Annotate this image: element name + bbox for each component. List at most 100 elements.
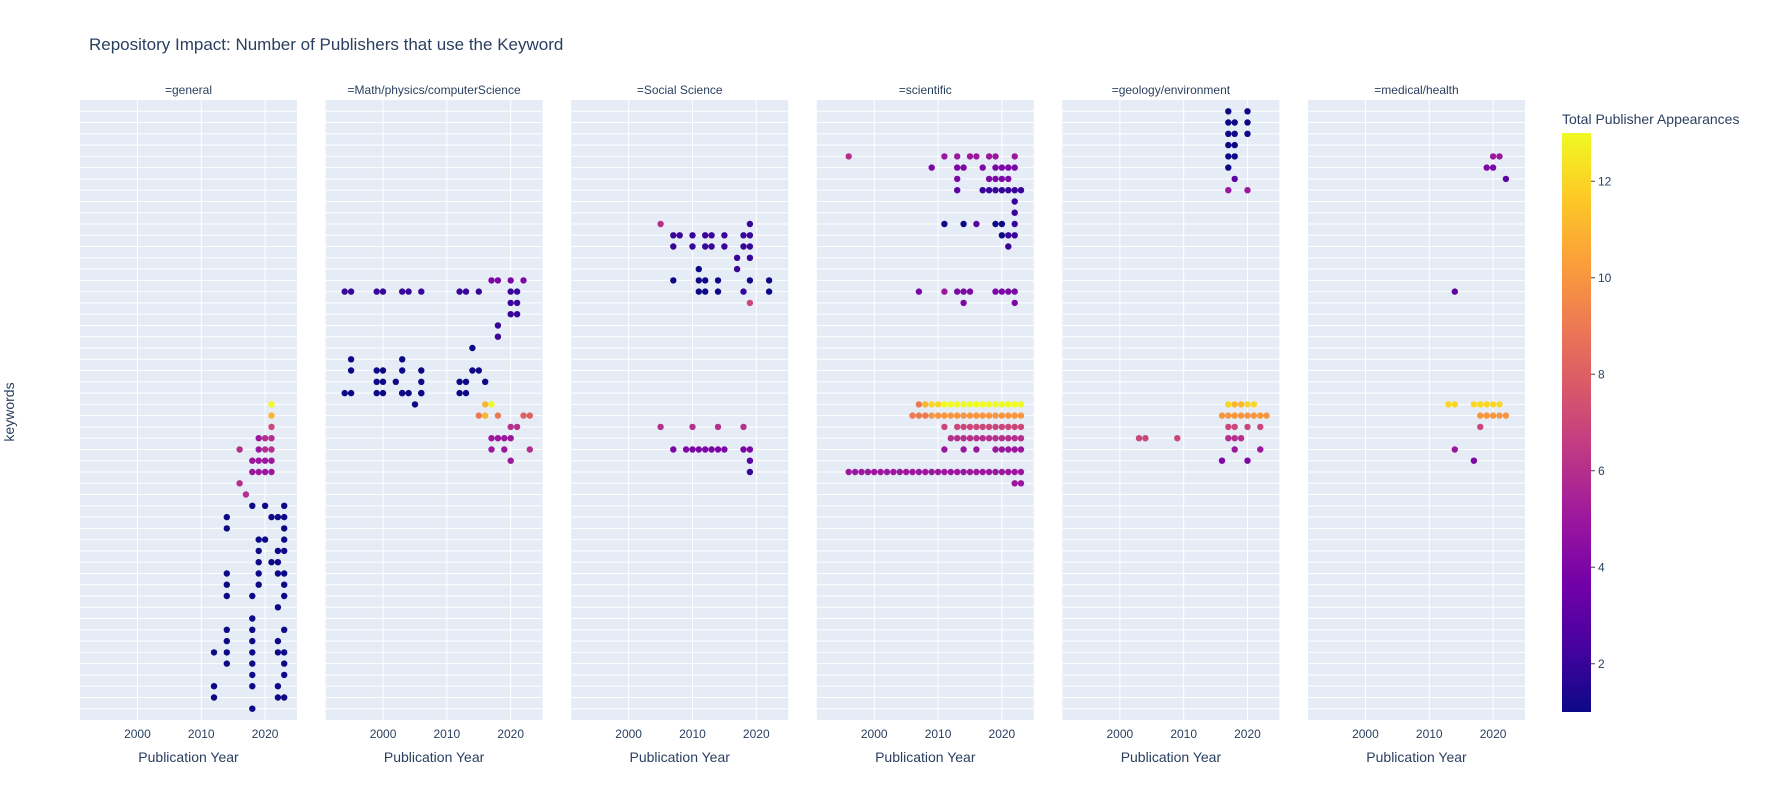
data-point	[1005, 435, 1012, 442]
data-point	[249, 457, 256, 464]
data-point	[1250, 412, 1258, 419]
data-point	[985, 435, 993, 442]
data-point	[488, 435, 495, 442]
x-tick-label: 2000	[1352, 727, 1379, 741]
data-point	[721, 243, 728, 250]
data-point	[1225, 130, 1232, 137]
data-point	[947, 401, 954, 408]
data-point	[526, 446, 533, 453]
data-point	[746, 243, 754, 250]
data-point	[1489, 412, 1497, 419]
facet-title: =geology/environment	[1112, 83, 1231, 97]
data-point	[526, 412, 533, 419]
data-point	[255, 446, 262, 453]
data-point	[985, 401, 993, 408]
data-point	[1451, 288, 1459, 295]
data-point	[281, 570, 288, 577]
data-point	[1011, 198, 1018, 205]
facet-panel: 2000 2010 2020 =general Publication Year	[80, 83, 297, 765]
data-point	[1244, 423, 1251, 431]
data-point	[998, 446, 1006, 453]
data-point	[274, 649, 282, 656]
data-point	[1483, 401, 1490, 408]
data-point	[501, 435, 508, 442]
data-point	[1005, 423, 1012, 431]
data-point	[960, 423, 967, 431]
data-point	[765, 277, 773, 284]
data-point	[1225, 141, 1232, 149]
data-point	[1231, 130, 1238, 137]
data-point	[379, 378, 387, 385]
data-point	[954, 423, 961, 431]
data-point	[941, 423, 948, 431]
data-point	[960, 401, 967, 408]
data-point	[268, 559, 275, 566]
data-point	[941, 412, 948, 419]
data-point	[1244, 130, 1251, 137]
plot-background	[816, 100, 1034, 720]
data-point	[1451, 401, 1459, 408]
data-point	[281, 649, 288, 656]
plot-background	[325, 100, 543, 720]
data-point	[1502, 175, 1510, 183]
data-point	[507, 299, 514, 307]
facet-panel: 2000 2010 2020 =Social Science Publication Y…	[571, 83, 789, 765]
data-point	[966, 423, 974, 431]
data-point	[682, 446, 690, 453]
data-point	[954, 412, 961, 419]
data-point	[702, 277, 709, 284]
data-point	[966, 401, 974, 408]
data-point	[721, 446, 728, 453]
data-point	[992, 220, 999, 228]
facet-title: =general	[165, 83, 212, 97]
data-point	[1483, 164, 1490, 171]
data-point	[1017, 480, 1025, 487]
data-point	[507, 288, 514, 295]
data-point	[223, 525, 230, 532]
data-point	[488, 277, 495, 284]
data-point	[255, 435, 262, 442]
data-point	[223, 660, 230, 667]
data-point	[714, 288, 722, 295]
data-point	[1011, 446, 1018, 453]
colorbar-title: Total Publisher Appearances	[1562, 111, 1739, 127]
data-point	[399, 389, 406, 397]
data-point	[689, 232, 696, 239]
data-point	[973, 401, 980, 408]
data-point	[1011, 209, 1018, 216]
data-point	[1244, 401, 1251, 408]
data-point	[915, 401, 923, 408]
data-point	[1257, 423, 1264, 431]
data-point	[411, 401, 419, 408]
data-point	[1011, 232, 1018, 239]
data-point	[236, 480, 243, 487]
facet-panel: 2000 2010 2020 =Math/physics/computerScienc…	[325, 83, 543, 765]
data-point	[714, 423, 722, 431]
data-point	[1011, 401, 1018, 408]
data-point	[960, 446, 967, 453]
data-point	[992, 175, 999, 183]
data-point	[657, 423, 664, 431]
data-point	[418, 389, 425, 397]
data-point	[676, 232, 683, 239]
data-point	[702, 288, 709, 295]
data-point	[998, 468, 1006, 476]
data-point	[392, 378, 399, 385]
data-point	[845, 468, 852, 476]
data-point	[249, 468, 256, 476]
data-point	[494, 435, 502, 442]
data-point	[520, 277, 527, 284]
data-point	[249, 705, 256, 712]
data-point	[373, 389, 380, 397]
data-point	[1237, 401, 1245, 408]
data-point	[985, 187, 993, 194]
data-point	[281, 671, 288, 679]
data-point	[249, 592, 256, 600]
data-point	[1225, 108, 1232, 115]
x-tick-label: 2020	[497, 727, 524, 741]
data-point	[714, 446, 722, 453]
data-point	[261, 536, 269, 543]
data-point	[520, 412, 527, 419]
data-point	[966, 468, 974, 476]
data-point	[347, 389, 355, 397]
